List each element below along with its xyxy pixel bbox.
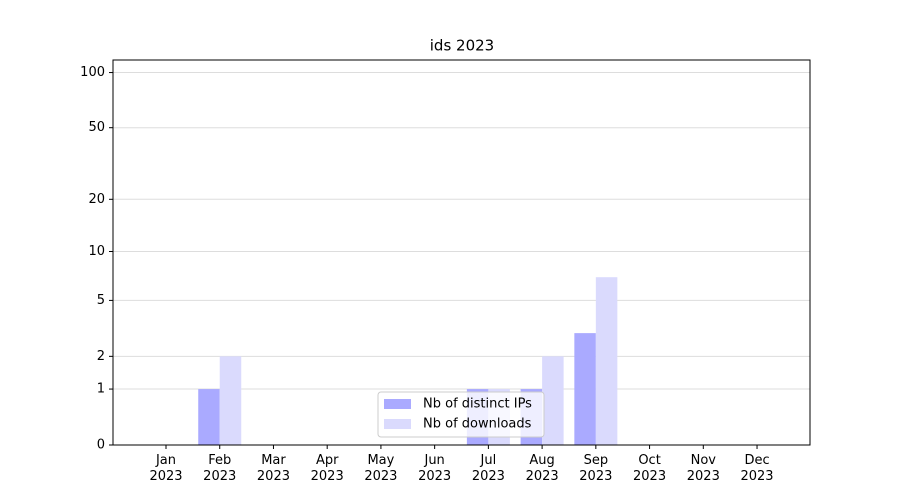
x-tick-label: Aug 2023 xyxy=(525,453,559,484)
x-tick-label: Apr 2023 xyxy=(310,453,344,484)
y-tick-label: 1 xyxy=(97,382,105,397)
bar xyxy=(542,356,564,445)
chart-title: ids 2023 xyxy=(430,37,494,55)
x-tick-label: Sep 2023 xyxy=(579,453,613,484)
x-tick-label: Oct 2023 xyxy=(633,453,667,484)
bar xyxy=(198,389,220,445)
legend-box xyxy=(377,391,545,438)
x-tick-label: Nov 2023 xyxy=(686,453,720,484)
y-tick-label: 50 xyxy=(88,120,105,135)
plot-frame xyxy=(112,59,811,446)
legend-swatch xyxy=(384,419,411,429)
legend-swatch xyxy=(384,399,411,409)
x-tick-label: Feb 2023 xyxy=(203,453,237,484)
legend-label: Nb of distinct IPs xyxy=(423,397,532,412)
bar xyxy=(574,333,596,445)
y-tick-label: 0 xyxy=(97,438,105,453)
y-tick-label: 5 xyxy=(97,293,105,308)
x-tick-label: Jul 2023 xyxy=(471,453,505,484)
y-tick-label: 100 xyxy=(80,65,105,80)
bar xyxy=(595,277,618,445)
bar xyxy=(219,356,242,445)
y-tick-label: 10 xyxy=(88,244,105,259)
legend: Nb of distinct IPs Nb of downloads xyxy=(377,391,545,438)
x-tick-label: May 2023 xyxy=(364,453,398,484)
x-tick-label: Jun 2023 xyxy=(418,453,452,484)
x-tick-label: Jan 2023 xyxy=(149,453,183,484)
x-tick-label: Mar 2023 xyxy=(256,453,290,484)
x-tick-label: Dec 2023 xyxy=(740,453,774,484)
legend-label: Nb of downloads xyxy=(423,417,532,432)
y-tick-label: 20 xyxy=(88,192,105,207)
y-tick-label: 2 xyxy=(97,349,105,364)
